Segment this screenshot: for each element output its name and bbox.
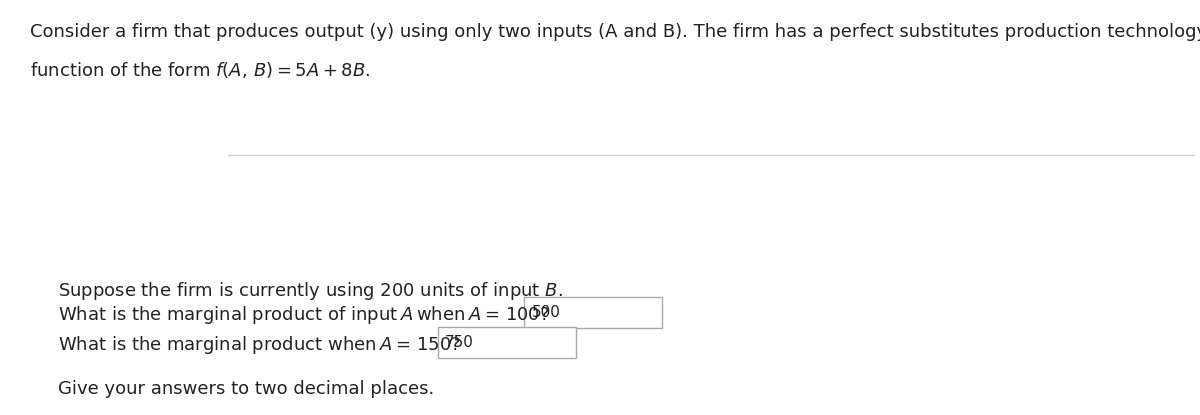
Text: Consider a firm that produces output (y) using only two inputs (A and B). The fi: Consider a firm that produces output (y)…: [30, 23, 1200, 41]
Text: What is the marginal product of input $A$ when $A$ = 100?: What is the marginal product of input $A…: [58, 304, 550, 326]
Text: Give your answers to two decimal places.: Give your answers to two decimal places.: [58, 380, 434, 398]
Text: 750: 750: [445, 335, 474, 350]
Text: 500: 500: [532, 305, 560, 320]
Text: Suppose the firm is currently using 200 units of input $B$.: Suppose the firm is currently using 200 …: [58, 280, 563, 302]
Text: What is the marginal product when $A$ = 150?: What is the marginal product when $A$ = …: [58, 334, 461, 356]
Text: function of the form $f(A,\, B) = 5A + 8B$.: function of the form $f(A,\, B) = 5A + 8…: [30, 60, 371, 80]
